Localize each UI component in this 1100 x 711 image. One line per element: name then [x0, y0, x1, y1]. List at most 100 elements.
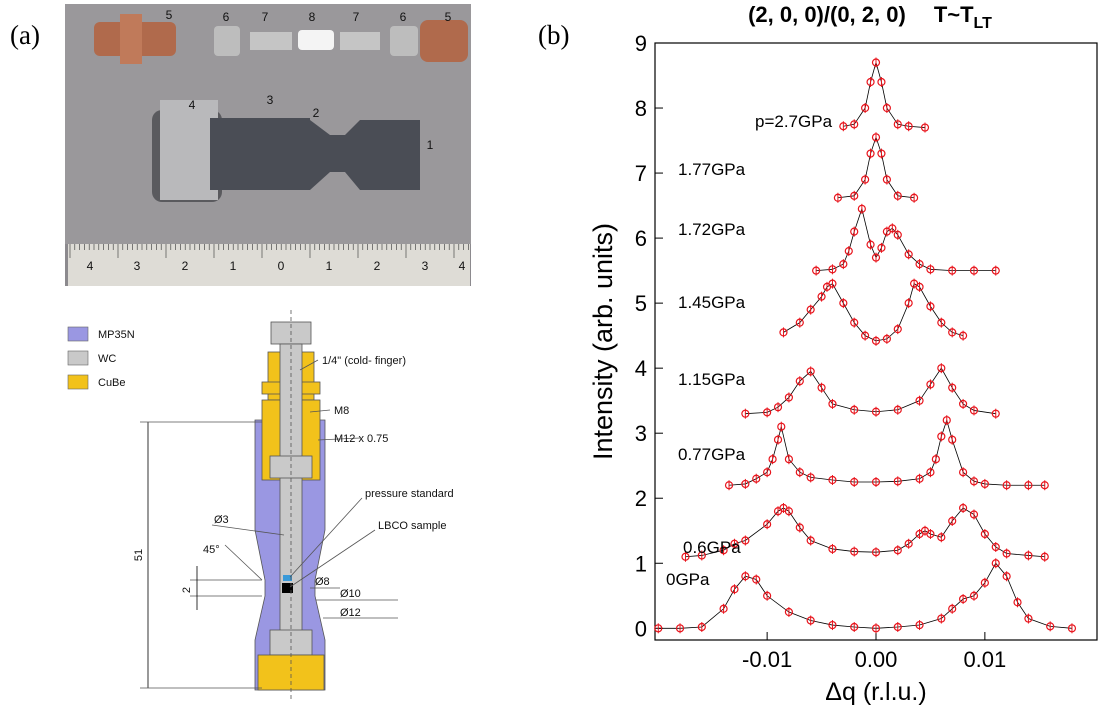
data-point	[937, 533, 946, 542]
data-point	[1024, 551, 1033, 560]
data-point	[850, 547, 859, 556]
data-point	[1040, 552, 1049, 561]
series-line	[843, 61, 926, 128]
data-point	[893, 546, 902, 555]
data-point	[969, 477, 979, 486]
part-label: 6	[223, 10, 230, 24]
data-point	[893, 325, 902, 334]
data-point	[866, 149, 875, 158]
y-tick-label: 6	[635, 226, 647, 251]
data-point	[871, 548, 881, 557]
photo	[65, 4, 471, 286]
ruler-label: 4	[459, 259, 466, 273]
data-point	[866, 77, 875, 87]
data-point	[937, 432, 946, 441]
data-point	[948, 435, 957, 444]
x-tick-label: 0.00	[855, 647, 898, 672]
data-point	[839, 299, 848, 308]
schematic-label: Ø10	[340, 588, 361, 600]
data-point	[1002, 549, 1011, 558]
data-point	[850, 405, 859, 414]
schematic-label: LBCO sample	[378, 520, 446, 532]
data-point	[850, 477, 859, 487]
data-point	[1046, 622, 1055, 631]
data-point	[893, 191, 902, 200]
data-point	[817, 383, 826, 392]
data-point	[1024, 614, 1033, 623]
data-point	[795, 523, 804, 532]
data-point	[812, 266, 821, 275]
ruler-label: 2	[374, 259, 381, 273]
data-point	[784, 393, 794, 402]
y-tick-label: 3	[635, 421, 647, 446]
data-point	[937, 318, 946, 327]
data-point	[833, 193, 842, 202]
data-point	[730, 585, 739, 594]
data-point	[839, 122, 848, 131]
data-point	[828, 399, 837, 409]
data-point	[958, 399, 968, 409]
data-point	[779, 328, 788, 337]
series-line	[837, 136, 915, 199]
data-point	[681, 552, 690, 561]
y-tick-label: 0	[635, 616, 647, 641]
data-point	[958, 503, 968, 513]
data-point	[697, 551, 706, 560]
schematic-label: 45°	[203, 544, 220, 556]
data-point	[958, 594, 968, 604]
schematic-label: 2	[181, 587, 193, 593]
data-point	[861, 103, 870, 113]
series-label: 0.6GPa	[683, 538, 741, 557]
data-point	[741, 409, 750, 418]
data-point	[795, 468, 804, 477]
data-point	[915, 396, 924, 405]
data-point	[752, 575, 761, 584]
data-point	[904, 539, 913, 548]
data-point	[828, 265, 837, 274]
y-axis-title: Intensity (arb. units)	[588, 223, 618, 460]
series-label: 0GPa	[666, 570, 710, 589]
ruler-label: 0	[278, 259, 285, 273]
data-point	[969, 510, 979, 519]
data-point	[920, 123, 930, 132]
data-point	[839, 260, 848, 269]
data-point	[926, 265, 935, 274]
data-point	[926, 302, 935, 311]
data-point	[784, 607, 794, 617]
data-point	[850, 191, 859, 200]
data-point	[724, 481, 734, 490]
data-point	[817, 292, 826, 301]
data-point	[948, 328, 957, 337]
data-point	[969, 591, 979, 600]
ruler-label: 1	[326, 259, 333, 273]
panel-label: (a)	[10, 20, 40, 50]
data-point	[915, 260, 924, 269]
chart-title: (2, 0, 0)/(0, 2, 0) T~TLT	[748, 2, 992, 32]
part-label: 8	[309, 10, 316, 24]
series-line	[728, 418, 1045, 486]
schematic-label: pressure standard	[365, 488, 454, 500]
data-point	[741, 479, 750, 489]
data-point	[1040, 481, 1049, 490]
data-point	[893, 120, 902, 129]
schematic-label: 1/4" (cold- finger)	[322, 355, 406, 367]
data-point	[871, 624, 881, 633]
series-label: p=2.7GPa	[755, 112, 833, 131]
data-point	[741, 572, 750, 581]
data-point	[850, 227, 859, 236]
data-point	[877, 149, 886, 158]
data-point	[937, 614, 946, 623]
data-point	[871, 477, 881, 487]
data-point	[904, 250, 913, 259]
x-tick-label: -0.01	[742, 647, 792, 672]
data-point	[948, 604, 957, 613]
data-point	[904, 299, 913, 308]
data-point	[926, 380, 935, 389]
legend-label: MP35N	[98, 329, 135, 341]
data-point	[958, 331, 968, 340]
ruler-label: 3	[422, 259, 429, 273]
y-tick-label: 4	[635, 356, 647, 381]
data-point	[882, 334, 891, 343]
data-point	[654, 624, 663, 633]
data-point	[1002, 481, 1011, 490]
